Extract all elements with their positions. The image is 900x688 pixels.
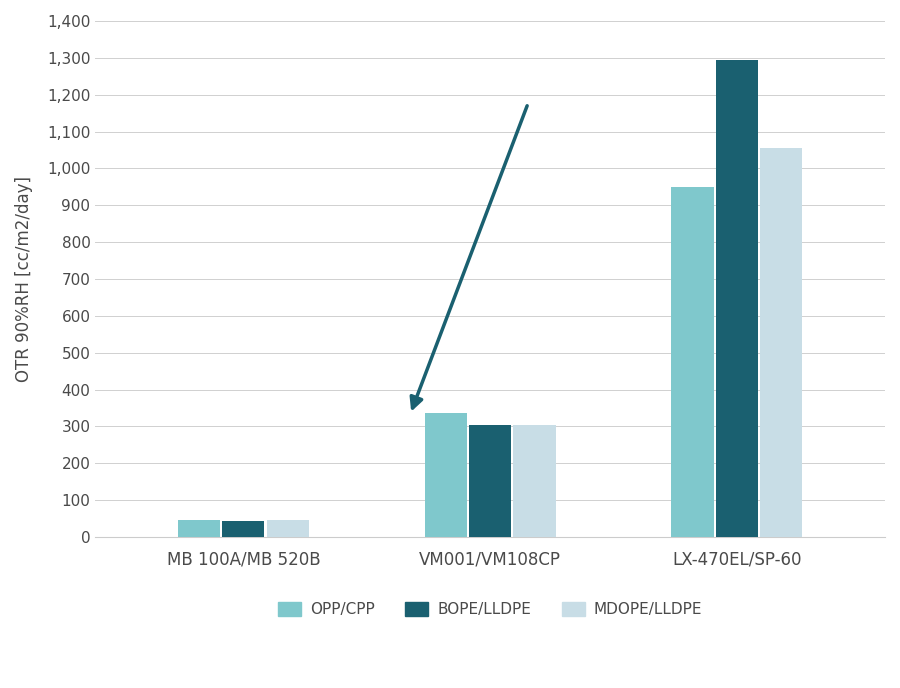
Bar [760, 148, 803, 537]
Bar [266, 519, 309, 537]
Bar [513, 424, 555, 537]
Bar [671, 187, 714, 537]
Bar [178, 520, 220, 537]
Bar [469, 424, 511, 537]
Y-axis label: OTR 90%RH [cc/m2/day]: OTR 90%RH [cc/m2/day] [15, 176, 33, 382]
Bar [716, 60, 758, 537]
Bar [222, 522, 265, 537]
Bar [425, 413, 467, 537]
Legend: OPP/CPP, BOPE/LLDPE, MDOPE/LLDPE: OPP/CPP, BOPE/LLDPE, MDOPE/LLDPE [272, 596, 708, 623]
